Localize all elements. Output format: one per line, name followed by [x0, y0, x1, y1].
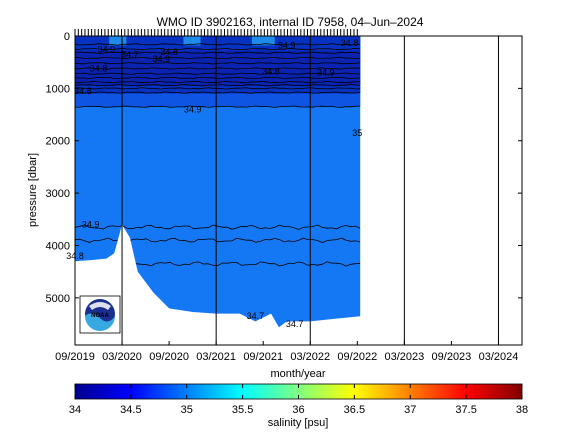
colorbar-tick-label: 36	[292, 404, 304, 416]
plot-frame	[74, 35, 523, 346]
salinity-field	[75, 36, 361, 328]
y-axis: 0 1000 2000 3000 4000 5000	[46, 31, 522, 305]
contour-label: 34.7	[247, 311, 265, 321]
surface-water-band	[75, 36, 361, 51]
x-axis: 09/2019 03/2020 09/2020 03/2021 09/2021 03/20…	[55, 341, 518, 363]
contour-labels: 34.834.9 34.934.834.7 34.934.834.8 34.934.8…	[66, 38, 362, 329]
y-tick-label: 3000	[46, 188, 70, 200]
contour-label: 34.7	[121, 49, 139, 59]
y-tick-label: 4000	[46, 240, 70, 252]
contour-label: 34.9	[82, 220, 100, 230]
contour-line	[75, 67, 361, 70]
contour-line	[75, 76, 361, 80]
contour-label: 34.8	[66, 251, 84, 261]
colorbar-tick-label: 34	[69, 404, 81, 416]
x-tick-label: 09/2019	[55, 351, 95, 363]
x-tick-label: 03/2023	[384, 351, 424, 363]
x-tick-label: 09/2023	[432, 351, 472, 363]
y-axis-label: pressure [dbar]	[27, 153, 39, 227]
contour-label: 34.9	[152, 54, 170, 64]
contour-line	[75, 87, 361, 90]
contour-line	[75, 91, 361, 94]
contour-line	[75, 51, 361, 54]
colorbar-tick-label: 35	[181, 404, 193, 416]
reference-lines	[121, 36, 499, 345]
colorbar-tick-label: 36.5	[344, 404, 365, 416]
x-tick-label: 03/2024	[479, 351, 519, 363]
contour-label: 34.9	[278, 40, 296, 50]
contour-line	[75, 56, 361, 60]
y-tick-label: 2000	[46, 136, 70, 148]
contour-line	[75, 47, 361, 51]
y-tick-label: 0	[64, 31, 70, 43]
chart-title: WMO ID 3902163, internal ID 7958, 04–Jun…	[157, 15, 424, 29]
colorbar-tick-label: 38	[516, 404, 528, 416]
colorbar-tick-label: 37	[404, 404, 416, 416]
y-tick-label: 1000	[46, 83, 70, 95]
profile-tick-marks	[74, 29, 358, 36]
contour-label: 34.9	[98, 45, 116, 55]
contour-line	[75, 80, 361, 84]
contour-line	[75, 43, 361, 46]
svg-text:NOAA: NOAA	[91, 313, 109, 319]
contour-line	[75, 72, 361, 75]
contour-label: 34.8	[160, 47, 178, 57]
contour-label: 34.9	[317, 68, 335, 78]
contour-label: 35	[352, 128, 362, 138]
near-surface-patch	[251, 36, 275, 46]
colorbar-label: salinity [psu]	[268, 417, 329, 429]
x-tick-label: 03/2022	[290, 351, 330, 363]
x-axis-label: month/year	[270, 368, 325, 380]
contour-line	[75, 84, 361, 87]
contour-line	[75, 105, 361, 108]
contour-label: 34.8	[262, 67, 280, 77]
x-tick-label: 03/2020	[102, 351, 142, 363]
plot-area	[75, 36, 361, 328]
y-tick-label: 5000	[46, 293, 70, 305]
near-surface-patch	[109, 36, 127, 46]
contour-line	[75, 62, 361, 65]
x-tick-label: 03/2021	[196, 351, 236, 363]
colorbar-tick-label: 35.5	[232, 404, 253, 416]
x-tick-label: 09/2022	[337, 351, 377, 363]
contour-label: 34.7	[286, 319, 304, 329]
contour-label: 34.8	[74, 86, 92, 96]
colorbar-tick-label: 37.5	[455, 404, 476, 416]
near-surface-patch	[183, 36, 201, 46]
contour-label: 34.8	[341, 38, 359, 48]
colorbar-tick-label: 34.5	[120, 404, 141, 416]
x-tick-label: 09/2020	[149, 351, 189, 363]
x-tick-label: 09/2021	[243, 351, 283, 363]
contour-label: 34.9	[184, 104, 202, 114]
noaa-logo: NOAA	[79, 295, 121, 334]
colorbar: 34 34.5 35 35.5 36 36.5 37 37.5 38	[69, 383, 528, 416]
contour-label: 34.8	[90, 63, 108, 73]
